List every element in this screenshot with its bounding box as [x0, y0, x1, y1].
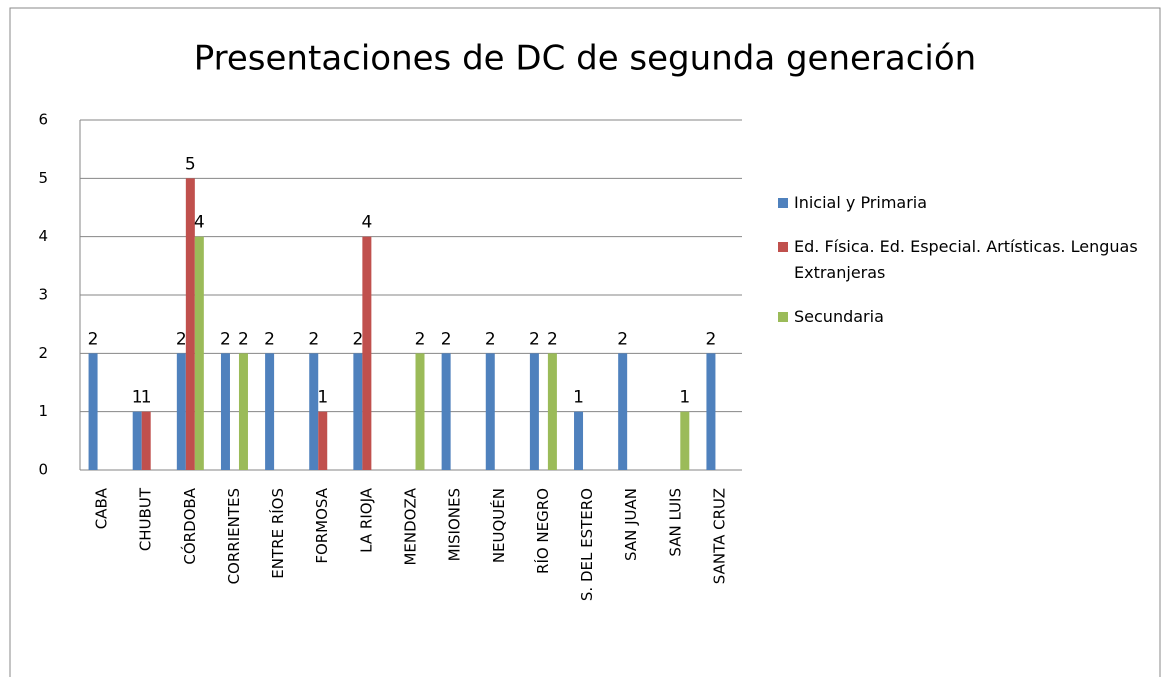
bar [220, 353, 230, 470]
y-tick-label: 0 [38, 461, 48, 479]
legend-label: Inicial y Primaria [794, 193, 928, 212]
data-label: 2 [264, 329, 275, 349]
bar [706, 353, 716, 470]
legend-swatch [778, 312, 788, 322]
y-tick-label: 5 [38, 169, 48, 187]
data-label: 2 [88, 329, 99, 349]
x-tick-label: CÓRDOBA [180, 487, 199, 564]
bar [185, 178, 195, 471]
legend-item: Ed. Física. Ed. Especial. Artísticas. Le… [778, 234, 1148, 286]
bar [309, 353, 319, 470]
bar [194, 236, 204, 470]
data-label: 2 [441, 329, 452, 349]
data-label: 4 [361, 213, 372, 233]
data-label: 4 [194, 213, 205, 233]
data-label: 1 [141, 388, 152, 408]
x-tick-label: SAN JUAN [622, 488, 640, 561]
x-tick-label: RÍO NEGRO [533, 488, 552, 574]
bar [415, 353, 425, 470]
bar [318, 411, 328, 470]
data-label: 5 [185, 154, 196, 174]
y-tick-label: 2 [38, 344, 48, 362]
bar [265, 353, 275, 470]
data-label: 2 [415, 329, 426, 349]
data-label: 2 [706, 329, 717, 349]
bar [485, 353, 495, 470]
bar [529, 353, 539, 470]
x-tick-label: NEUQUÉN [489, 488, 508, 563]
bar [132, 411, 142, 470]
data-label: 2 [617, 329, 628, 349]
chart-title: Presentaciones de DC de segunda generaci… [194, 39, 976, 79]
data-label: 1 [573, 388, 584, 408]
legend-item: Secundaria [778, 304, 1148, 330]
x-tick-label: CHUBUT [137, 487, 155, 551]
bar [441, 353, 451, 470]
data-label: 2 [352, 329, 363, 349]
bar [238, 353, 248, 470]
x-tick-label: MISIONES [446, 488, 464, 561]
x-tick-label: CORRIENTES [225, 488, 243, 584]
data-label: 2 [308, 329, 319, 349]
y-tick-label: 6 [38, 111, 48, 129]
bar [176, 353, 186, 470]
data-label: 2 [547, 329, 558, 349]
legend-swatch [778, 198, 788, 208]
y-tick-label: 3 [38, 286, 48, 304]
x-tick-label: LA RIOJA [357, 487, 375, 553]
data-label: 2 [485, 329, 496, 349]
x-tick-label: FORMOSA [313, 487, 331, 563]
bar [618, 353, 628, 470]
y-tick-label: 4 [38, 227, 48, 245]
legend: Inicial y Primaria Ed. Física. Ed. Especi… [778, 190, 1148, 348]
legend-swatch [778, 242, 788, 252]
data-label: 2 [238, 329, 249, 349]
data-label: 1 [679, 388, 690, 408]
x-tick-label: S. DEL ESTERO [578, 488, 596, 601]
bar [680, 411, 690, 470]
bar [362, 236, 372, 470]
x-tick-label: SANTA CRUZ [710, 488, 728, 584]
y-tick-label: 1 [38, 402, 48, 420]
legend-label: Secundaria [794, 307, 884, 326]
data-label: 2 [529, 329, 540, 349]
data-label: 2 [176, 329, 187, 349]
x-tick-label: ENTRE RÍOS [268, 488, 287, 579]
x-tick-label: CABA [93, 487, 111, 529]
chart-frame [9, 7, 1161, 677]
bar [574, 411, 584, 470]
data-label: 2 [220, 329, 231, 349]
data-label: 1 [132, 388, 143, 408]
data-label: 1 [317, 388, 328, 408]
bar [141, 411, 151, 470]
x-tick-label: SAN LUIS [666, 488, 684, 557]
bar [88, 353, 98, 470]
x-tick-label: MENDOZA [402, 487, 420, 565]
bar [353, 353, 363, 470]
bar [547, 353, 557, 470]
legend-item: Inicial y Primaria [778, 190, 1148, 216]
legend-label: Ed. Física. Ed. Especial. Artísticas. Le… [794, 237, 1138, 282]
